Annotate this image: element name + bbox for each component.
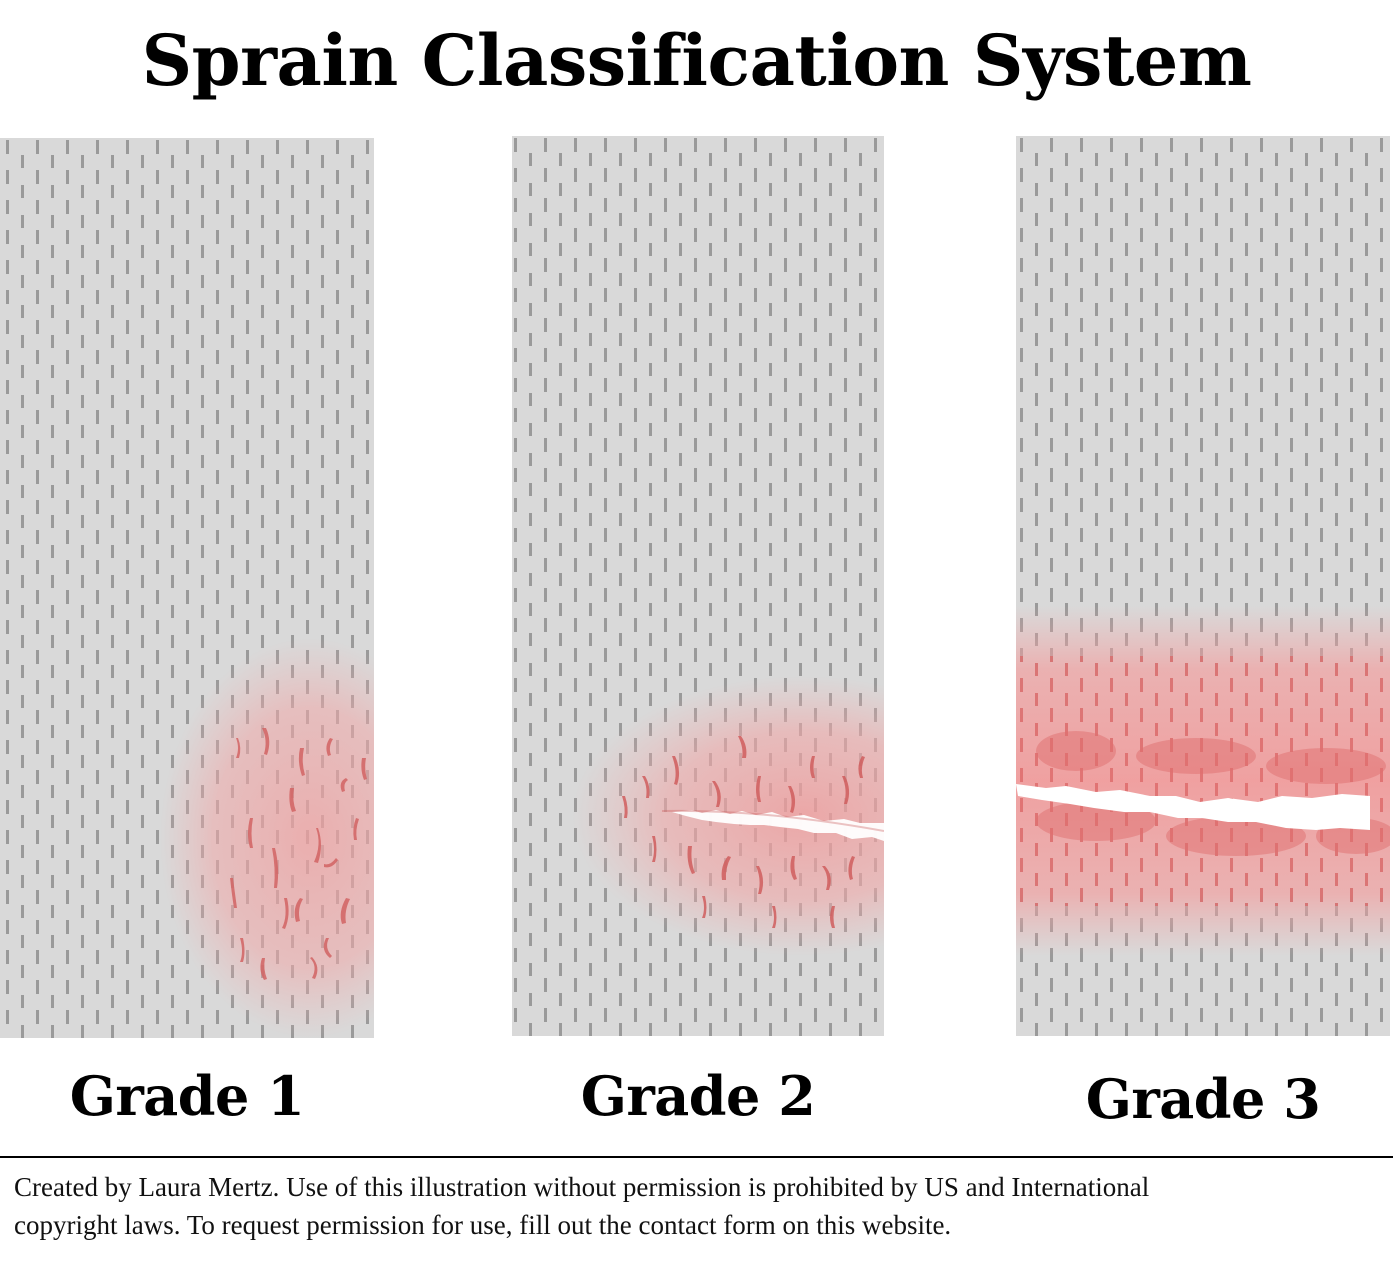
footer-divider: [0, 1156, 1393, 1158]
copyright-notice: Created by Laura Mertz. Use of this illu…: [14, 1168, 1384, 1244]
grade-1-illustration: [0, 138, 374, 1038]
grade-2-label: Grade 2: [580, 1064, 816, 1128]
page-title: Sprain Classification System: [141, 19, 1252, 102]
grade-3-illustration: [1016, 136, 1390, 1036]
ligament-fibers-graphic: [0, 138, 374, 1038]
grade-3-label: Grade 3: [1085, 1067, 1321, 1131]
copyright-line-1: Created by Laura Mertz. Use of this illu…: [14, 1172, 1150, 1202]
grade-2-illustration: [512, 136, 884, 1036]
copyright-line-2: copyright laws. To request permission fo…: [14, 1210, 952, 1240]
ligament-fibers-graphic: [512, 136, 884, 1036]
ligament-fibers-graphic: [1016, 136, 1390, 1036]
grade-1-label: Grade 1: [69, 1064, 305, 1128]
